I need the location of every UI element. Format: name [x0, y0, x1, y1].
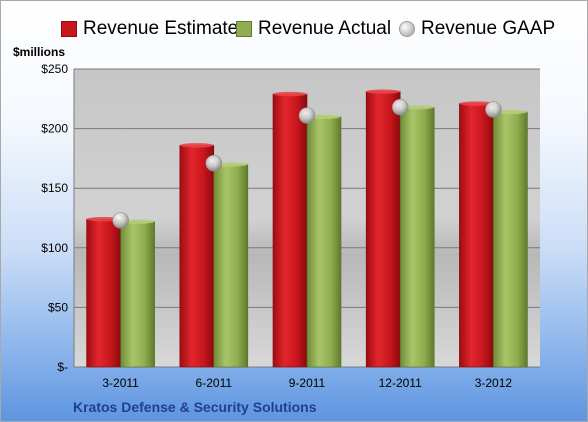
marker-revenue-gaap [485, 101, 502, 118]
y-tick-label: $250 [41, 62, 68, 76]
bar-revenue-estimate [272, 93, 308, 368]
legend-label-actual: Revenue Actual [258, 18, 392, 39]
bar-top-actual [120, 219, 155, 224]
legend-swatch-actual [236, 21, 252, 37]
bar-top-actual [213, 162, 248, 167]
bar-top-estimate [273, 91, 307, 97]
marker-revenue-gaap [298, 107, 316, 124]
bar-revenue-actual [399, 106, 435, 368]
legend-label-gaap: Revenue GAAP [421, 18, 556, 39]
bar-revenue-estimate [365, 91, 401, 368]
bars [86, 89, 528, 368]
bar-revenue-actual [306, 116, 342, 368]
x-axis: 3-2011 6-2011 9-2011 12-2011 3-2012 [102, 376, 512, 390]
y-tick-label: $200 [41, 122, 68, 136]
gaap-markers [112, 98, 502, 229]
bar-top-actual [400, 104, 435, 110]
company-name: Kratos Defense & Security Solutions [73, 399, 317, 415]
legend-label-estimate: Revenue Estimate [83, 18, 239, 39]
x-tick-label: 9-2011 [289, 376, 326, 390]
marker-revenue-gaap [391, 98, 409, 116]
bar-revenue-actual [120, 221, 155, 368]
bar-revenue-estimate [86, 218, 121, 368]
y-tick-label: $150 [41, 181, 68, 195]
bar-revenue-estimate [459, 103, 494, 368]
legend-item-estimate: Revenue Estimate [61, 15, 238, 43]
bar-revenue-actual [213, 164, 249, 368]
legend: Revenue Estimate Revenue Actual Revenue … [1, 15, 587, 43]
legend-swatch-gaap [399, 21, 415, 37]
y-axis: $- $50 $100 $150 $200 $250 [41, 62, 75, 374]
bar-top-actual [493, 109, 528, 115]
legend-swatch-estimate [61, 21, 77, 37]
x-tick-label: 3-2011 [102, 376, 139, 390]
bar-top-estimate [459, 101, 494, 106]
bar-top-estimate [179, 143, 214, 148]
y-tick-label: $100 [41, 241, 68, 255]
y-tick-label: $50 [48, 300, 68, 314]
bar-revenue-estimate [179, 144, 215, 368]
y-tick-label: $- [57, 360, 68, 374]
x-tick-label: 6-2011 [196, 376, 233, 390]
legend-item-actual: Revenue Actual [236, 15, 391, 43]
marker-revenue-gaap [112, 212, 129, 229]
bar-top-estimate [366, 89, 401, 94]
bar-top-actual [307, 114, 341, 119]
x-tick-label: 12-2011 [379, 376, 422, 390]
legend-item-gaap: Revenue GAAP [399, 15, 555, 43]
x-tick-label: 3-2012 [475, 376, 513, 390]
marker-revenue-gaap [205, 154, 223, 172]
bar-top-estimate [86, 216, 121, 222]
bar-revenue-actual [493, 111, 528, 368]
y-axis-unit-label: $millions [13, 45, 66, 59]
